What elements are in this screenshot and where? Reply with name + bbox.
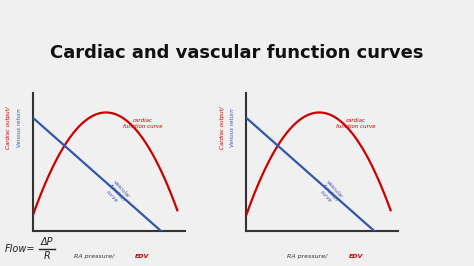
Text: Cardiac output/: Cardiac output/ bbox=[7, 106, 11, 149]
Text: Venous return: Venous return bbox=[17, 108, 22, 147]
Text: vascular
function
curve: vascular function curve bbox=[316, 179, 344, 206]
Text: Cardiac and vascular function curves: Cardiac and vascular function curves bbox=[50, 44, 424, 62]
Text: EDV: EDV bbox=[135, 254, 150, 259]
Text: vascular
function
curve: vascular function curve bbox=[103, 179, 130, 206]
Text: cardiac
function curve: cardiac function curve bbox=[123, 118, 162, 129]
Text: EDV: EDV bbox=[348, 254, 363, 259]
Text: cardiac
function curve: cardiac function curve bbox=[336, 118, 375, 129]
Text: Flow=: Flow= bbox=[5, 244, 35, 254]
Text: ΔP: ΔP bbox=[40, 237, 53, 247]
Text: Cardiac output/: Cardiac output/ bbox=[220, 106, 225, 149]
Text: R: R bbox=[44, 251, 51, 261]
Text: Venous return: Venous return bbox=[230, 108, 235, 147]
Text: RA pressure/: RA pressure/ bbox=[74, 254, 114, 259]
Text: RA pressure/: RA pressure/ bbox=[287, 254, 327, 259]
